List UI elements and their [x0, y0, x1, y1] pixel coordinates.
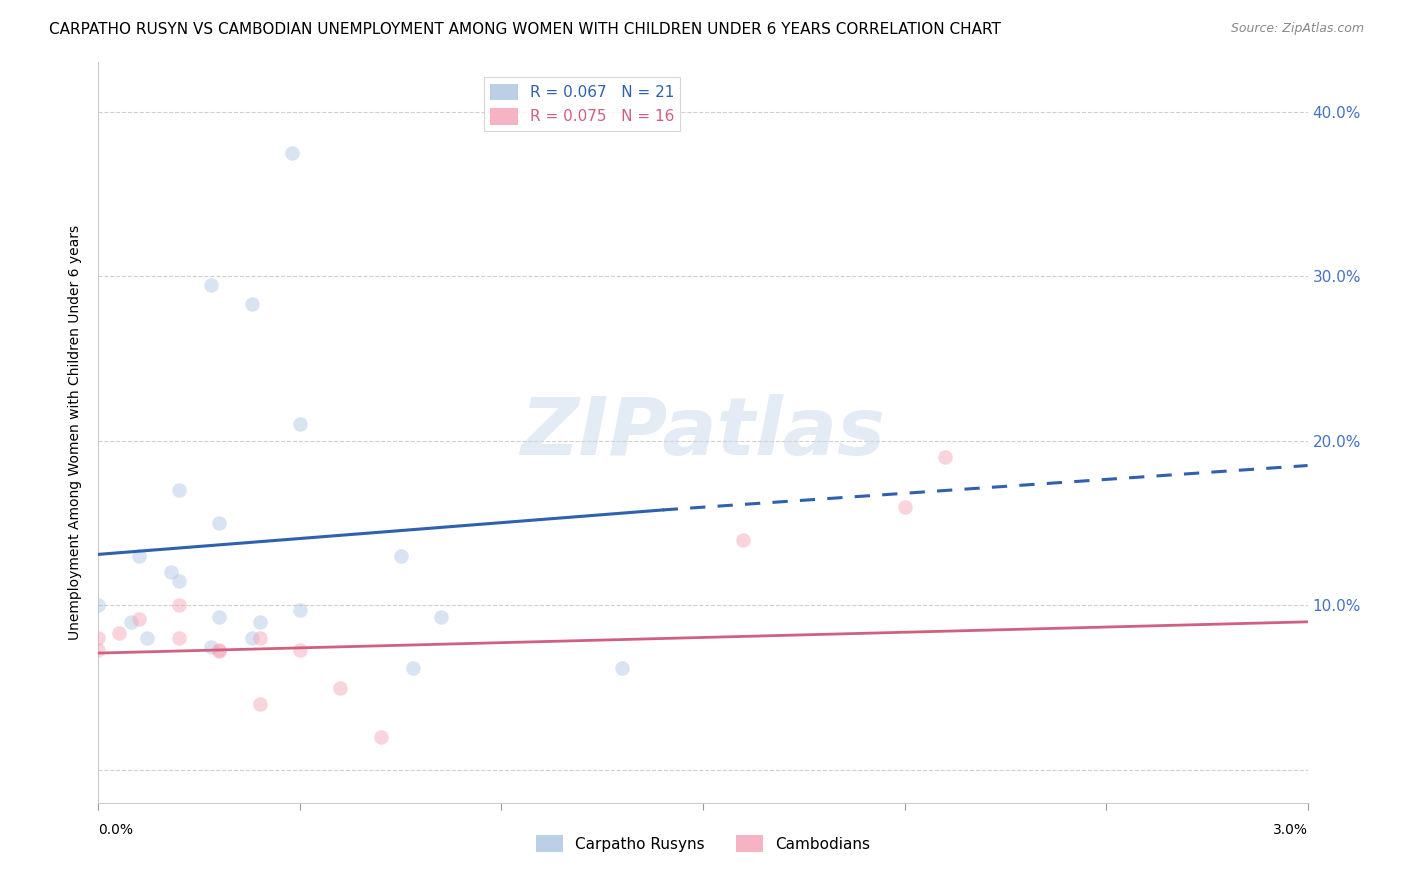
Point — [281, 145, 304, 160]
Point — [128, 549, 150, 563]
Point — [240, 632, 263, 646]
Legend: Carpatho Rusyns, Cambodians: Carpatho Rusyns, Cambodians — [530, 830, 876, 858]
Point — [249, 615, 271, 629]
Text: 3.0%: 3.0% — [1272, 822, 1308, 837]
Point — [249, 697, 271, 711]
Text: CARPATHO RUSYN VS CAMBODIAN UNEMPLOYMENT AMONG WOMEN WITH CHILDREN UNDER 6 YEARS: CARPATHO RUSYN VS CAMBODIAN UNEMPLOYMENT… — [49, 22, 1001, 37]
Text: Source: ZipAtlas.com: Source: ZipAtlas.com — [1230, 22, 1364, 36]
Point — [288, 642, 311, 657]
Point — [208, 644, 231, 658]
Point — [893, 500, 915, 514]
Text: 0.0%: 0.0% — [98, 822, 134, 837]
Point — [167, 599, 190, 613]
Point — [87, 632, 110, 646]
Point — [208, 610, 231, 624]
Point — [87, 599, 110, 613]
Point — [288, 417, 311, 432]
Point — [200, 640, 222, 654]
Point — [208, 516, 231, 530]
Point — [329, 681, 352, 695]
Point — [612, 661, 634, 675]
Point — [249, 632, 271, 646]
Point — [240, 297, 263, 311]
Point — [128, 611, 150, 625]
Point — [402, 661, 425, 675]
Point — [135, 632, 157, 646]
Point — [167, 574, 190, 588]
Point — [934, 450, 956, 465]
Point — [430, 610, 453, 624]
Point — [208, 642, 231, 657]
Point — [107, 626, 129, 640]
Point — [288, 603, 311, 617]
Point — [167, 632, 190, 646]
Point — [370, 730, 392, 744]
Point — [200, 277, 222, 292]
Point — [389, 549, 412, 563]
Point — [733, 533, 755, 547]
Y-axis label: Unemployment Among Women with Children Under 6 years: Unemployment Among Women with Children U… — [69, 225, 83, 640]
Point — [87, 642, 110, 657]
Point — [167, 483, 190, 498]
Point — [160, 566, 183, 580]
Point — [120, 615, 142, 629]
Text: ZIPatlas: ZIPatlas — [520, 393, 886, 472]
